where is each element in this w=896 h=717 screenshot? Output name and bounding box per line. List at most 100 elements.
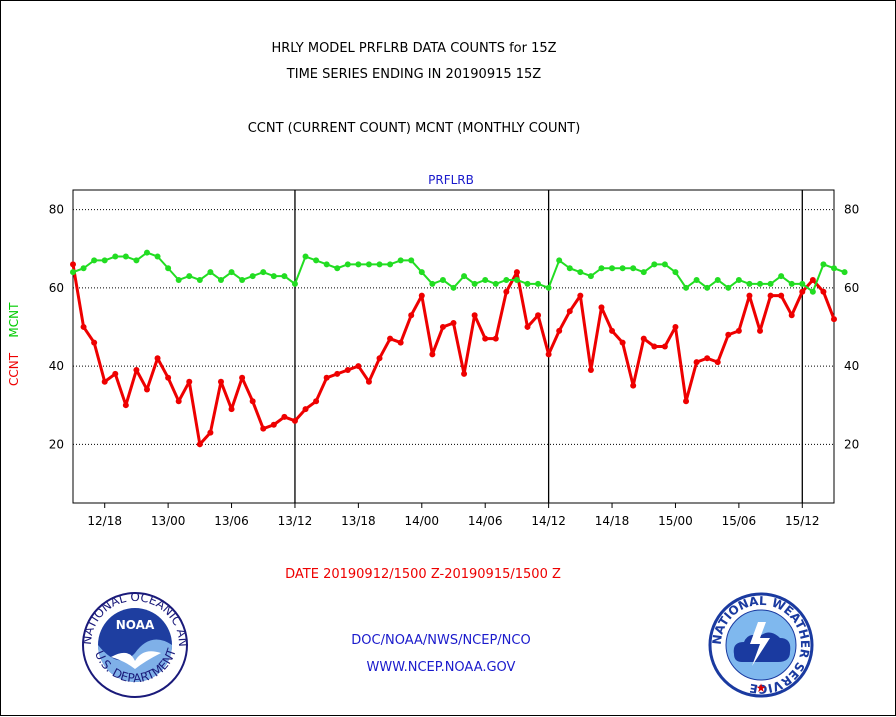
data-point-mcnt [746, 280, 753, 287]
data-point-mcnt [566, 265, 573, 272]
y-tick-label-right: 80 [844, 203, 859, 217]
data-point-ccnt [217, 378, 224, 385]
svg-text:★: ★ [756, 681, 767, 695]
data-point-ccnt [725, 331, 732, 338]
x-tick-label: 15/12 [785, 514, 820, 528]
data-point-mcnt [133, 257, 140, 264]
data-point-ccnt [788, 312, 795, 319]
data-point-ccnt [651, 343, 658, 350]
data-point-mcnt [217, 276, 224, 283]
data-point-mcnt [524, 280, 531, 287]
chart-title-line2: TIME SERIES ENDING IN 20190915 15Z [286, 67, 542, 82]
data-point-mcnt [344, 261, 351, 268]
data-point-ccnt [556, 327, 563, 334]
data-point-ccnt [704, 355, 711, 362]
date-range-label: DATE 20190912/1500 Z-20190915/1500 Z [285, 567, 561, 582]
data-point-mcnt [112, 253, 119, 260]
data-point-ccnt [735, 327, 742, 334]
data-point-mcnt [788, 280, 795, 287]
data-point-mcnt [598, 265, 605, 272]
data-point-ccnt [260, 425, 267, 432]
data-point-mcnt [302, 253, 309, 260]
data-point-ccnt [101, 378, 108, 385]
y-tick-label-left: 80 [49, 203, 64, 217]
x-tick-label: 13/12 [278, 514, 313, 528]
data-point-mcnt [513, 276, 520, 283]
data-point-mcnt [334, 265, 341, 272]
data-point-ccnt [471, 312, 478, 319]
data-point-mcnt [91, 257, 98, 264]
noaa-logo-icon: NOAA NATIONAL OCEANIC AND ATMOSPHERIC AD… [81, 591, 189, 698]
data-point-ccnt [809, 276, 816, 283]
data-point-ccnt [799, 288, 806, 295]
data-point-ccnt [661, 343, 668, 350]
y-tick-label-right: 20 [844, 437, 859, 451]
data-point-mcnt [397, 257, 404, 264]
plot-frame [72, 189, 835, 504]
data-point-ccnt [524, 323, 531, 330]
org-path-text: DOC/NOAA/NWS/NCEP/NCO [351, 633, 531, 648]
data-point-mcnt [704, 284, 711, 291]
data-point-mcnt [387, 261, 394, 268]
data-point-ccnt [112, 370, 119, 377]
data-point-mcnt [482, 276, 489, 283]
nws-logo-icon: NATIONAL WEATHER SERVICE ★ [708, 592, 814, 698]
data-point-ccnt [619, 339, 626, 346]
data-point-mcnt [461, 273, 468, 280]
data-point-ccnt [482, 335, 489, 342]
data-point-ccnt [207, 429, 214, 436]
data-point-ccnt [714, 359, 721, 366]
data-point-ccnt [302, 406, 309, 413]
data-point-mcnt [672, 269, 679, 276]
data-point-mcnt [630, 265, 637, 272]
data-point-mcnt [735, 276, 742, 283]
chart-subtitle: CCNT (CURRENT COUNT) MCNT (MONTHLY COUNT… [247, 121, 581, 136]
data-point-mcnt [577, 269, 584, 276]
data-point-ccnt [344, 366, 351, 373]
data-point-mcnt [228, 269, 235, 276]
data-point-ccnt [133, 366, 140, 373]
data-point-mcnt [196, 276, 203, 283]
data-point-mcnt [503, 276, 510, 283]
data-point-ccnt [270, 421, 277, 428]
data-point-ccnt [746, 292, 753, 299]
data-point-ccnt [355, 363, 362, 370]
data-point-ccnt [757, 327, 764, 334]
noaa-logo-text: NOAA [116, 618, 155, 632]
data-point-ccnt [239, 374, 246, 381]
data-point-ccnt [598, 304, 605, 311]
website-link[interactable]: WWW.NCEP.NOAA.GOV [366, 660, 516, 675]
data-point-ccnt [693, 359, 700, 366]
data-point-mcnt [239, 276, 246, 283]
data-point-mcnt [429, 280, 436, 287]
data-point-mcnt [492, 280, 499, 287]
data-point-mcnt [143, 249, 150, 256]
data-point-ccnt [249, 398, 256, 405]
data-point-ccnt [503, 288, 510, 295]
data-point-mcnt [376, 261, 383, 268]
data-point-ccnt [630, 382, 637, 389]
data-point-ccnt [683, 398, 690, 405]
data-point-mcnt [80, 265, 87, 272]
y-tick-label-right: 40 [844, 359, 859, 373]
data-point-mcnt [535, 280, 542, 287]
data-point-ccnt [672, 323, 679, 330]
data-point-mcnt [450, 284, 457, 291]
data-point-ccnt [143, 386, 150, 393]
data-point-ccnt [196, 441, 203, 448]
data-point-mcnt [545, 284, 552, 291]
series-line-ccnt [71, 264, 836, 446]
data-point-ccnt [566, 308, 573, 315]
data-point-mcnt [661, 261, 668, 268]
x-tick-label: 13/06 [214, 514, 249, 528]
series-panel-title: PRFLRB [428, 173, 474, 187]
data-point-mcnt [693, 276, 700, 283]
data-point-mcnt [809, 288, 816, 295]
x-tick-label: 14/06 [468, 514, 503, 528]
data-point-ccnt [418, 292, 425, 299]
data-point-ccnt [609, 327, 616, 334]
data-point-ccnt [387, 335, 394, 342]
data-point-mcnt [757, 280, 764, 287]
data-point-ccnt [492, 335, 499, 342]
